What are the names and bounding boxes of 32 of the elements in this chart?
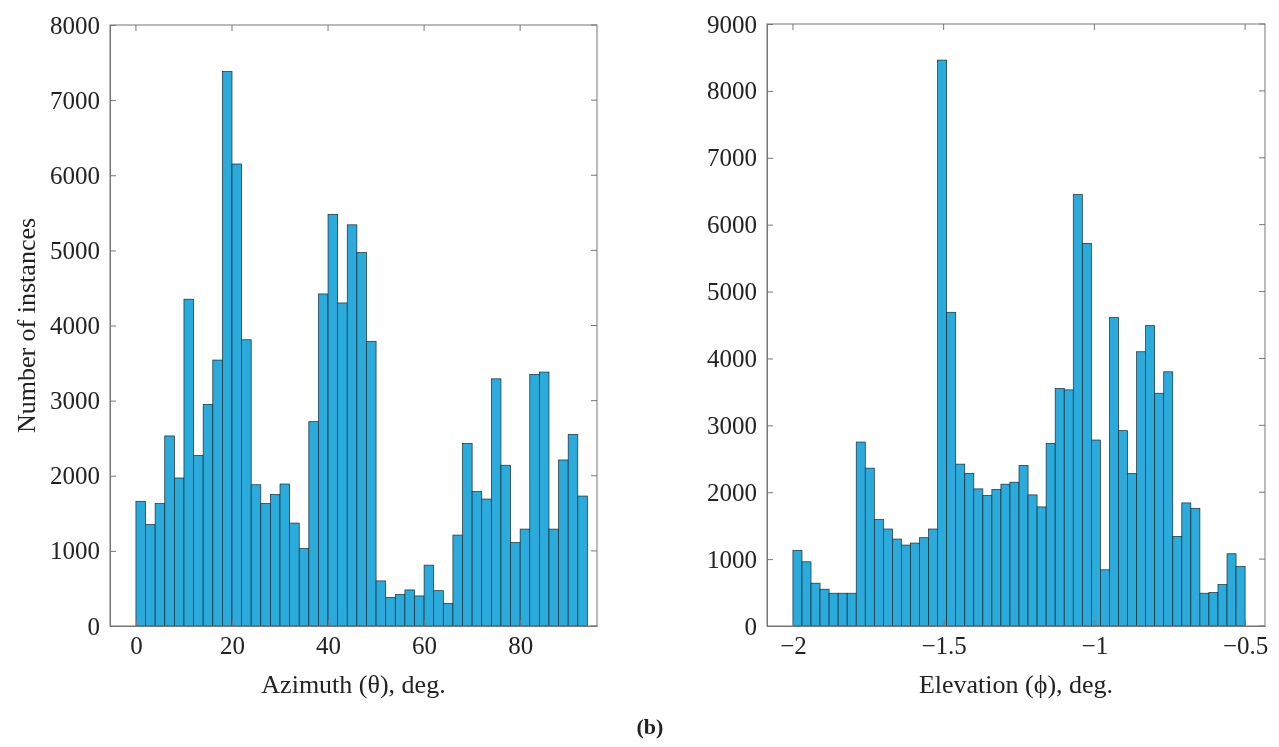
y-tick-label: 8000 <box>50 11 100 39</box>
y-tick-label: 7000 <box>50 86 100 114</box>
x-tick-label: 20 <box>219 631 245 659</box>
x-tick-label: −1 <box>1081 631 1109 659</box>
x-axis-title: Azimuth (θ), deg. <box>261 670 446 699</box>
x-tick-label: 60 <box>412 631 438 659</box>
y-tick-label: 9000 <box>707 10 757 38</box>
y-tick-label: 7000 <box>707 144 757 172</box>
x-axis-title: Elevation (ϕ), deg. <box>918 670 1114 699</box>
y-tick-label: 2000 <box>707 478 757 506</box>
y-tick-label: 1000 <box>707 545 757 573</box>
y-tick-label: 4000 <box>707 344 757 372</box>
y-tick-label: 5000 <box>50 236 100 264</box>
y-tick-label: 1000 <box>50 537 100 565</box>
y-tick-label: 0 <box>87 612 100 640</box>
y-tick-label: 5000 <box>707 278 757 306</box>
y-tick-label: 8000 <box>707 77 757 105</box>
x-tick-label: 0 <box>130 631 143 659</box>
y-tick-label: 3000 <box>707 411 757 439</box>
y-tick-label: 0 <box>744 612 757 640</box>
y-tick-label: 2000 <box>50 462 100 490</box>
x-tick-label: 80 <box>508 631 534 659</box>
y-tick-label: 3000 <box>50 387 100 415</box>
y-axis-title: Number of instances <box>12 217 41 434</box>
x-tick-label: −1.5 <box>921 631 967 659</box>
text: (b) <box>636 714 664 739</box>
x-tick-label: 40 <box>316 631 342 659</box>
x-tick-label: −2 <box>780 631 807 659</box>
y-tick-label: 4000 <box>50 312 100 339</box>
y-tick-label: 6000 <box>707 211 757 239</box>
y-tick-label: 6000 <box>50 161 100 189</box>
x-tick-label: −0.5 <box>1222 631 1269 659</box>
